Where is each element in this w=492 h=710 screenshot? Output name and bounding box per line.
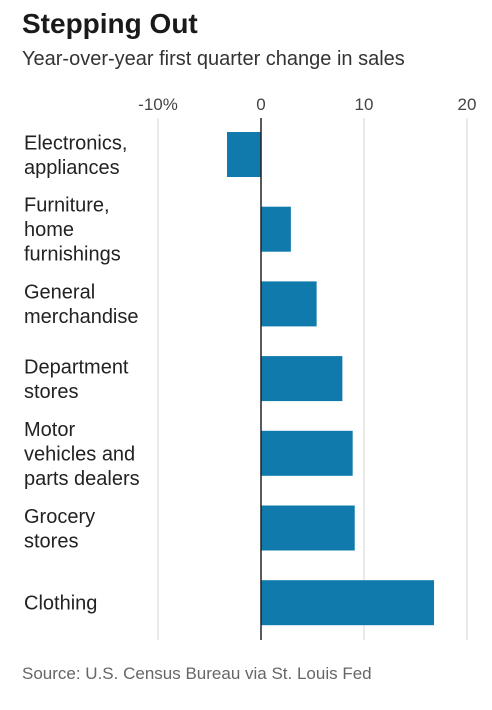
x-tick-label: 0: [256, 95, 265, 114]
category-label: Clothing: [24, 593, 97, 615]
bar-chart: -10% 0 10 20 Electronics, appliances Furnitur…: [24, 95, 476, 640]
category-label: General merchandise: [24, 282, 139, 329]
category-label: Grocery stores: [24, 506, 95, 553]
x-tick-label: -10%: [138, 95, 178, 114]
bar: [261, 356, 343, 402]
chart-subtitle: Year-over-year first quarter change in s…: [22, 48, 405, 70]
bar: [227, 132, 261, 177]
chart-title: Stepping Out: [22, 8, 198, 39]
bar: [261, 206, 291, 252]
bar: [261, 580, 435, 626]
x-tick-label: 10: [355, 95, 374, 114]
x-tick-label: 20: [458, 95, 477, 114]
bar: [261, 281, 317, 327]
bar: [261, 505, 355, 551]
bars: [227, 132, 435, 626]
category-labels: Electronics, appliances Furniture, home furn…: [24, 132, 140, 614]
category-label: Department stores: [24, 356, 129, 403]
bar: [261, 430, 353, 476]
x-axis-tick-labels: -10% 0 10 20: [138, 95, 476, 114]
category-label: Electronics, appliances: [24, 132, 127, 179]
category-label: Furniture, home furnishings: [24, 195, 121, 266]
category-label: Motor vehicles and parts dealers: [24, 419, 140, 490]
gridlines: [157, 118, 468, 640]
source-note: Source: U.S. Census Bureau via St. Louis…: [22, 664, 372, 683]
